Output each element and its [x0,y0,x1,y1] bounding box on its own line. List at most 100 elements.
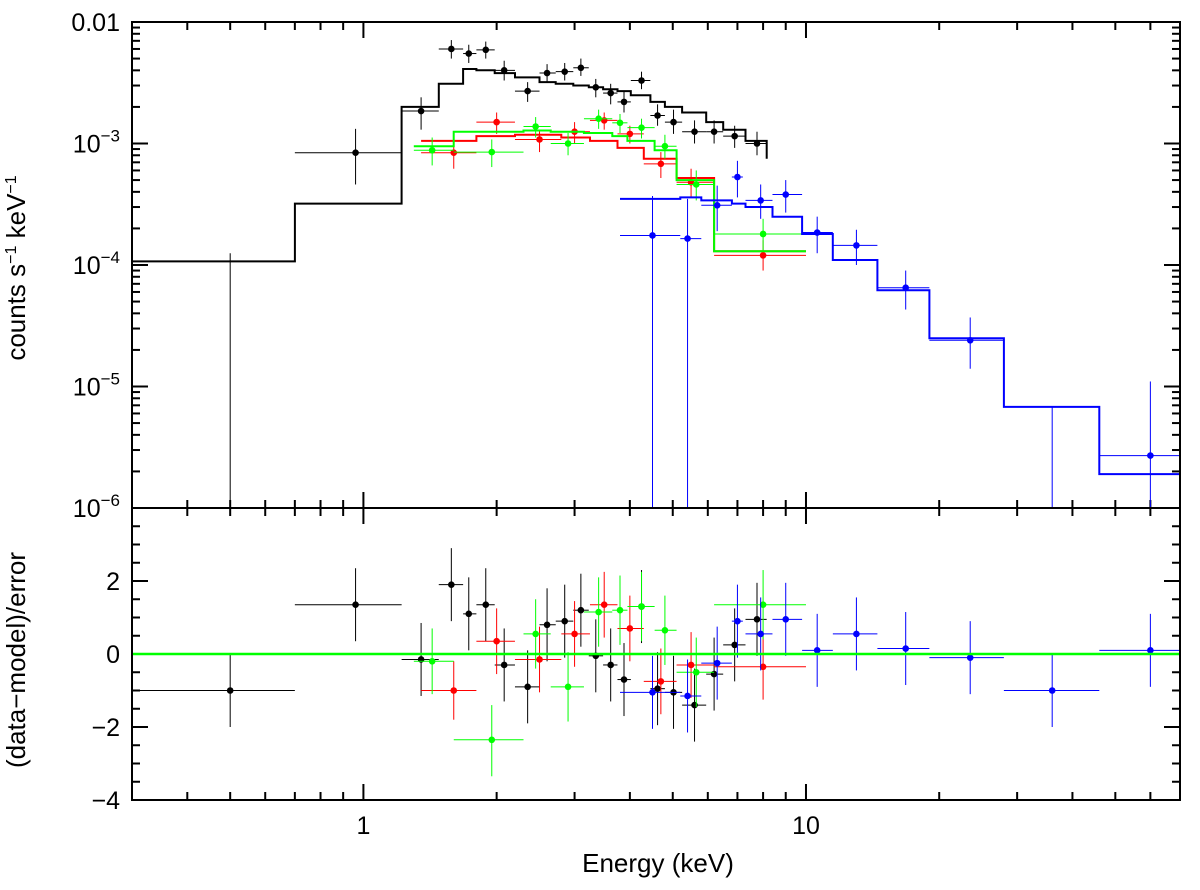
residual-point [813,647,821,654]
residuals-blue [620,582,1180,733]
residual-point [661,626,669,634]
data-point [692,181,700,188]
data-point [592,84,600,91]
residual-point [577,606,585,614]
top-y-tick-label: 0.01 [71,9,120,37]
bottom-y-tick-label: −2 [91,714,120,742]
bottom-panel-frame [131,507,1181,801]
data-point [638,77,645,84]
data-point [813,229,821,236]
data-point [352,149,359,157]
data-point [417,107,425,115]
data-point [759,230,767,238]
data-point [759,252,767,259]
ylabel-part: counts s [1,264,31,361]
data-point [536,136,543,143]
data-point [620,98,628,106]
residual-point [536,656,543,663]
top-y-axis-label: counts s−1 keV−1 [1,175,31,360]
series-blue [620,160,1180,508]
tick-base: 0.01 [71,9,120,37]
x-axis-label: Energy (keV) [582,848,734,878]
bottom-y-tick-label: 0 [106,641,120,669]
residual-point [731,641,738,649]
data-point [564,140,572,147]
residual-point [753,616,761,623]
data-point [1147,452,1154,459]
data-point [450,149,458,157]
residual-point [493,637,500,645]
x-tick-label: 10 [792,812,820,840]
residual-point [654,685,661,692]
residual-point [448,581,455,588]
residual-point [450,687,458,694]
residual-point [595,608,602,616]
x-tick-label: 1 [356,812,370,840]
tick-exponent: −4 [101,248,120,267]
bottom-y-axis-label: (data−model)/error [1,552,31,768]
residual-point [692,668,700,676]
data-point [684,235,691,242]
data-point [600,117,608,124]
residual-point [488,736,496,744]
tick-base: 10 [73,131,101,159]
residual-point [657,678,665,685]
residual-point [532,630,539,638]
residual-point [428,658,436,665]
data-point [595,115,602,122]
residual-point [616,606,624,614]
data-point [493,118,500,126]
residual-point [687,661,695,669]
data-point [734,173,741,181]
tick-exponent: −6 [101,491,120,510]
data-point [782,191,790,198]
top-y-tick-label: 10−4 [73,248,120,280]
residual-point [482,601,490,609]
residual-point [465,610,473,618]
data-point [902,284,909,292]
residual-point [902,645,909,652]
data-point [616,119,624,127]
tick-base: 10 [73,374,101,402]
residual-point [853,630,860,638]
data-point [482,46,490,54]
residual-point [649,689,656,696]
data-point [710,128,718,136]
residual-point [966,654,974,661]
ylabel-part: keV [1,193,31,246]
data-point [607,89,614,97]
data-point [500,67,508,74]
data-point [757,197,764,204]
data-point [524,87,531,95]
top-data-layer [132,40,1180,508]
top-y-tick-label: 10−5 [73,370,120,402]
model-line-black [132,68,768,263]
data-point [731,132,738,140]
top-y-tick-label: 10−6 [73,491,120,523]
residual-point [543,621,551,629]
data-point [638,124,645,131]
data-point [488,148,496,156]
data-point [448,45,455,53]
data-point [428,146,436,154]
residual-point [620,676,628,683]
series-black [132,40,768,508]
ylabel-exp: −1 [3,246,20,264]
bottom-panel: 1 10 2 0 −2 −4 [91,507,1181,840]
residual-point [684,692,691,700]
data-point [713,201,721,209]
residual-point [352,601,359,609]
residual-point [524,683,531,691]
bottom-y-tick-label: −4 [91,787,120,815]
residual-point [638,603,645,610]
data-point [654,112,661,119]
residual-point [571,630,578,638]
top-y-tick-label: 10−3 [73,127,120,159]
top-panel-frame [131,21,1181,509]
data-point [657,160,665,168]
data-point [966,337,974,344]
residuals-black [132,548,767,742]
data-point [649,232,656,239]
